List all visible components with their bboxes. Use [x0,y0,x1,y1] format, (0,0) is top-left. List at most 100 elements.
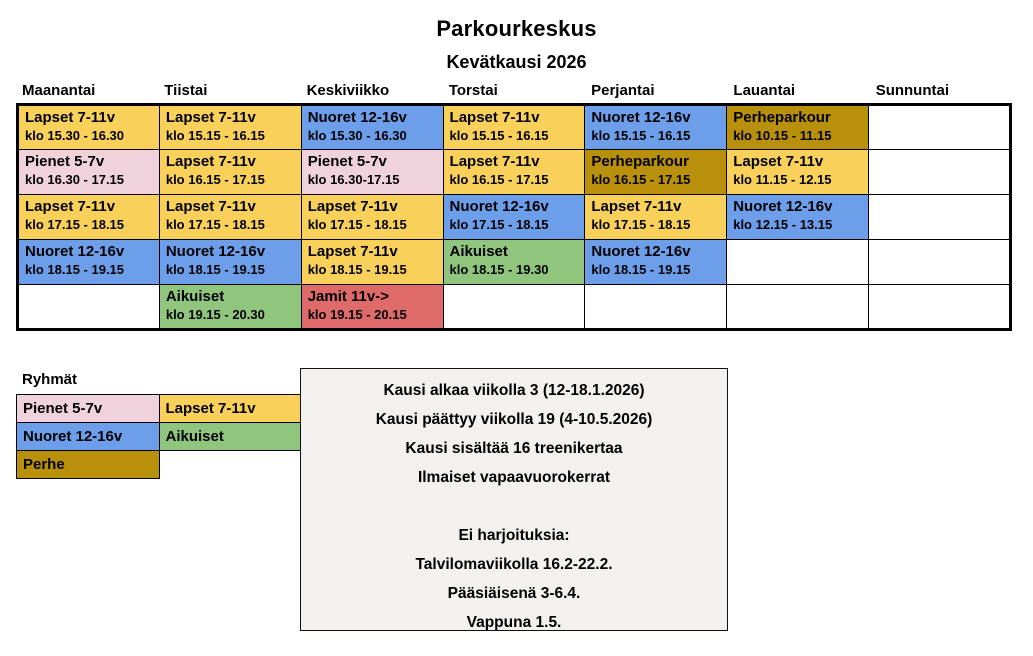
time-label: klo 12.15 - 13.15 [733,217,833,232]
time-label: klo 18.15 - 19.15 [307,262,407,277]
legend-item-aikuiset: Aikuiset [158,422,302,451]
time-label: klo 18.15 - 19.15 [591,262,691,277]
schedule-cell-sunnuntai-5 [868,284,1011,330]
group-label: Lapset 7-11v [591,198,682,215]
group-label: Perheparkour [591,153,689,170]
day-header-sunnuntai: Sunnuntai [875,82,950,99]
legend-empty-cell [159,451,302,479]
schedule-cell-torstai-3: Nuoret 12-16v klo 17.15 - 18.15 [442,194,586,240]
info-line: Kausi sisältää 16 treenikertaa [405,440,623,457]
schedule-cell-torstai-1: Lapset 7-11v klo 15.15 - 16.15 [442,104,586,150]
group-label: Pienet 5-7v [307,153,387,170]
time-label: klo 15.30 - 16.30 [25,128,125,143]
schedule-cell-perjantai-3: Lapset 7-11v klo 17.15 - 18.15 [584,194,728,240]
schedule-table: Lapset 7-11v klo 15.30 - 16.30 Lapset 7-11… [16,103,1012,331]
schedule-cell-lauantai-3: Nuoret 12-16v klo 12.15 - 13.15 [726,194,870,240]
schedule-cell-keskiviikko-5: Jamit 11v-> klo 19.15 - 20.15 [300,284,444,330]
legend: Pienet 5-7v Lapset 7-11v Nuoret 12-16v Aiku… [16,394,302,479]
group-label: Nuoret 12-16v [25,243,125,260]
time-label: klo 16.15 - 17.15 [591,172,691,187]
day-header-row: Maanantai Tiistai Keskiviikko Torstai Perjan… [16,82,1012,99]
group-label: Nuoret 12-16v [449,198,549,215]
group-label: Lapset 7-11v [307,243,398,260]
group-label: Perheparkour [733,109,831,126]
time-label: klo 19.15 - 20.30 [165,307,265,322]
schedule-cell-perjantai-1: Nuoret 12-16v klo 15.15 - 16.15 [584,104,728,150]
time-label: klo 18.15 - 19.30 [449,262,549,277]
schedule-cell-keskiviikko-4: Lapset 7-11v klo 18.15 - 19.15 [300,239,444,285]
schedule-cell-torstai-5 [442,284,586,330]
legend-item-pienet-5-7v: Pienet 5-7v [16,394,160,423]
schedule-cell-keskiviikko-2: Pienet 5-7v klo 16.30-17.15 [300,149,444,195]
time-label: klo 17.15 - 18.15 [25,217,125,232]
schedule-cell-sunnuntai-2 [868,149,1011,195]
group-label: Nuoret 12-16v [591,109,691,126]
time-label: klo 18.15 - 19.15 [25,262,125,277]
legend-row-3: Perhe [16,450,302,479]
schedule-row-2: Pienet 5-7v klo 16.30 - 17.15 Lapset 7-11v… [17,149,1011,195]
time-label: klo 15.15 - 16.15 [449,128,549,143]
info-line: Kausi päättyy viikolla 19 (4-10.5.2026) [375,411,653,428]
legend-item-lapset-7-11v: Lapset 7-11v [158,394,302,423]
schedule-cell-torstai-2: Lapset 7-11v klo 16.15 - 17.15 [442,149,586,195]
group-label: Lapset 7-11v [165,153,256,170]
info-line: Ei harjoituksia: [458,527,570,544]
group-label: Lapset 7-11v [25,109,116,126]
schedule-row-1: Lapset 7-11v klo 15.30 - 16.30 Lapset 7-11… [17,104,1011,150]
group-label: Lapset 7-11v [25,198,116,215]
schedule-cell-lauantai-2: Lapset 7-11v klo 11.15 - 12.15 [726,149,870,195]
day-header-lauantai: Lauantai [733,82,796,99]
schedule-row-3: Lapset 7-11v klo 17.15 - 18.15 Lapset 7-11… [17,194,1011,240]
time-label: klo 15.15 - 16.15 [165,128,265,143]
schedule-cell-lauantai-4 [726,239,870,285]
time-label: klo 17.15 - 18.15 [307,217,407,232]
schedule-cell-maanantai-4: Nuoret 12-16v klo 18.15 - 19.15 [17,239,160,285]
group-label: Nuoret 12-16v [591,243,691,260]
group-label: Aikuiset [449,243,508,260]
time-label: klo 16.30-17.15 [307,172,400,187]
group-label: Nuoret 12-16v [307,109,407,126]
info-box: Kausi alkaa viikolla 3 (12-18.1.2026) Kau… [300,368,728,631]
day-header-perjantai: Perjantai [591,82,655,99]
time-label: klo 17.15 - 18.15 [165,217,265,232]
group-label: Lapset 7-11v [733,153,824,170]
info-line: Kausi alkaa viikolla 3 (12-18.1.2026) [383,382,645,399]
schedule-cell-perjantai-5 [584,284,728,330]
time-label: klo 15.30 - 16.30 [307,128,407,143]
group-label: Pienet 5-7v [25,153,105,170]
legend-item-nuoret-12-16v: Nuoret 12-16v [16,422,160,451]
time-label: klo 17.15 - 18.15 [449,217,549,232]
schedule-cell-maanantai-3: Lapset 7-11v klo 17.15 - 18.15 [17,194,160,240]
schedule-cell-tiistai-4: Nuoret 12-16v klo 18.15 - 19.15 [158,239,302,285]
day-header-torstai: Torstai [448,82,498,99]
legend-row-1: Pienet 5-7v Lapset 7-11v [16,394,302,423]
info-line: Talvilomaviikolla 16.2-22.2. [415,556,613,573]
schedule-cell-lauantai-5 [726,284,870,330]
schedule-cell-tiistai-5: Aikuiset klo 19.15 - 20.30 [158,284,302,330]
schedule-cell-maanantai-2: Pienet 5-7v klo 16.30 - 17.15 [17,149,160,195]
schedule-row-5: Aikuiset klo 19.15 - 20.30 Jamit 11v-> klo … [17,284,1011,330]
time-label: klo 19.15 - 20.15 [307,307,407,322]
time-label: klo 11.15 - 12.15 [733,172,832,187]
schedule-cell-tiistai-3: Lapset 7-11v klo 17.15 - 18.15 [158,194,302,240]
schedule-cell-torstai-4: Aikuiset klo 18.15 - 19.30 [442,239,586,285]
group-label: Aikuiset [165,288,225,305]
schedule-cell-keskiviikko-1: Nuoret 12-16v klo 15.30 - 16.30 [300,104,444,150]
info-line: Vappuna 1.5. [466,614,562,631]
group-label: Lapset 7-11v [307,198,398,215]
group-label: Nuoret 12-16v [733,198,833,215]
schedule-cell-maanantai-5 [17,284,160,330]
schedule-cell-perjantai-4: Nuoret 12-16v klo 18.15 - 19.15 [584,239,728,285]
schedule-cell-maanantai-1: Lapset 7-11v klo 15.30 - 16.30 [17,104,160,150]
legend-title: Ryhmät [22,371,78,388]
schedule-cell-keskiviikko-3: Lapset 7-11v klo 17.15 - 18.15 [300,194,444,240]
time-label: klo 17.15 - 18.15 [591,217,691,232]
info-line-spacer [301,492,727,521]
group-label: Nuoret 12-16v [165,243,266,260]
schedule-cell-lauantai-1: Perheparkour klo 10.15 - 11.15 [726,104,870,150]
schedule-cell-tiistai-2: Lapset 7-11v klo 16.15 - 17.15 [158,149,302,195]
day-header-keskiviikko: Keskiviikko [306,82,390,99]
group-label: Jamit 11v-> [307,288,389,305]
schedule-cell-sunnuntai-1 [868,104,1011,150]
